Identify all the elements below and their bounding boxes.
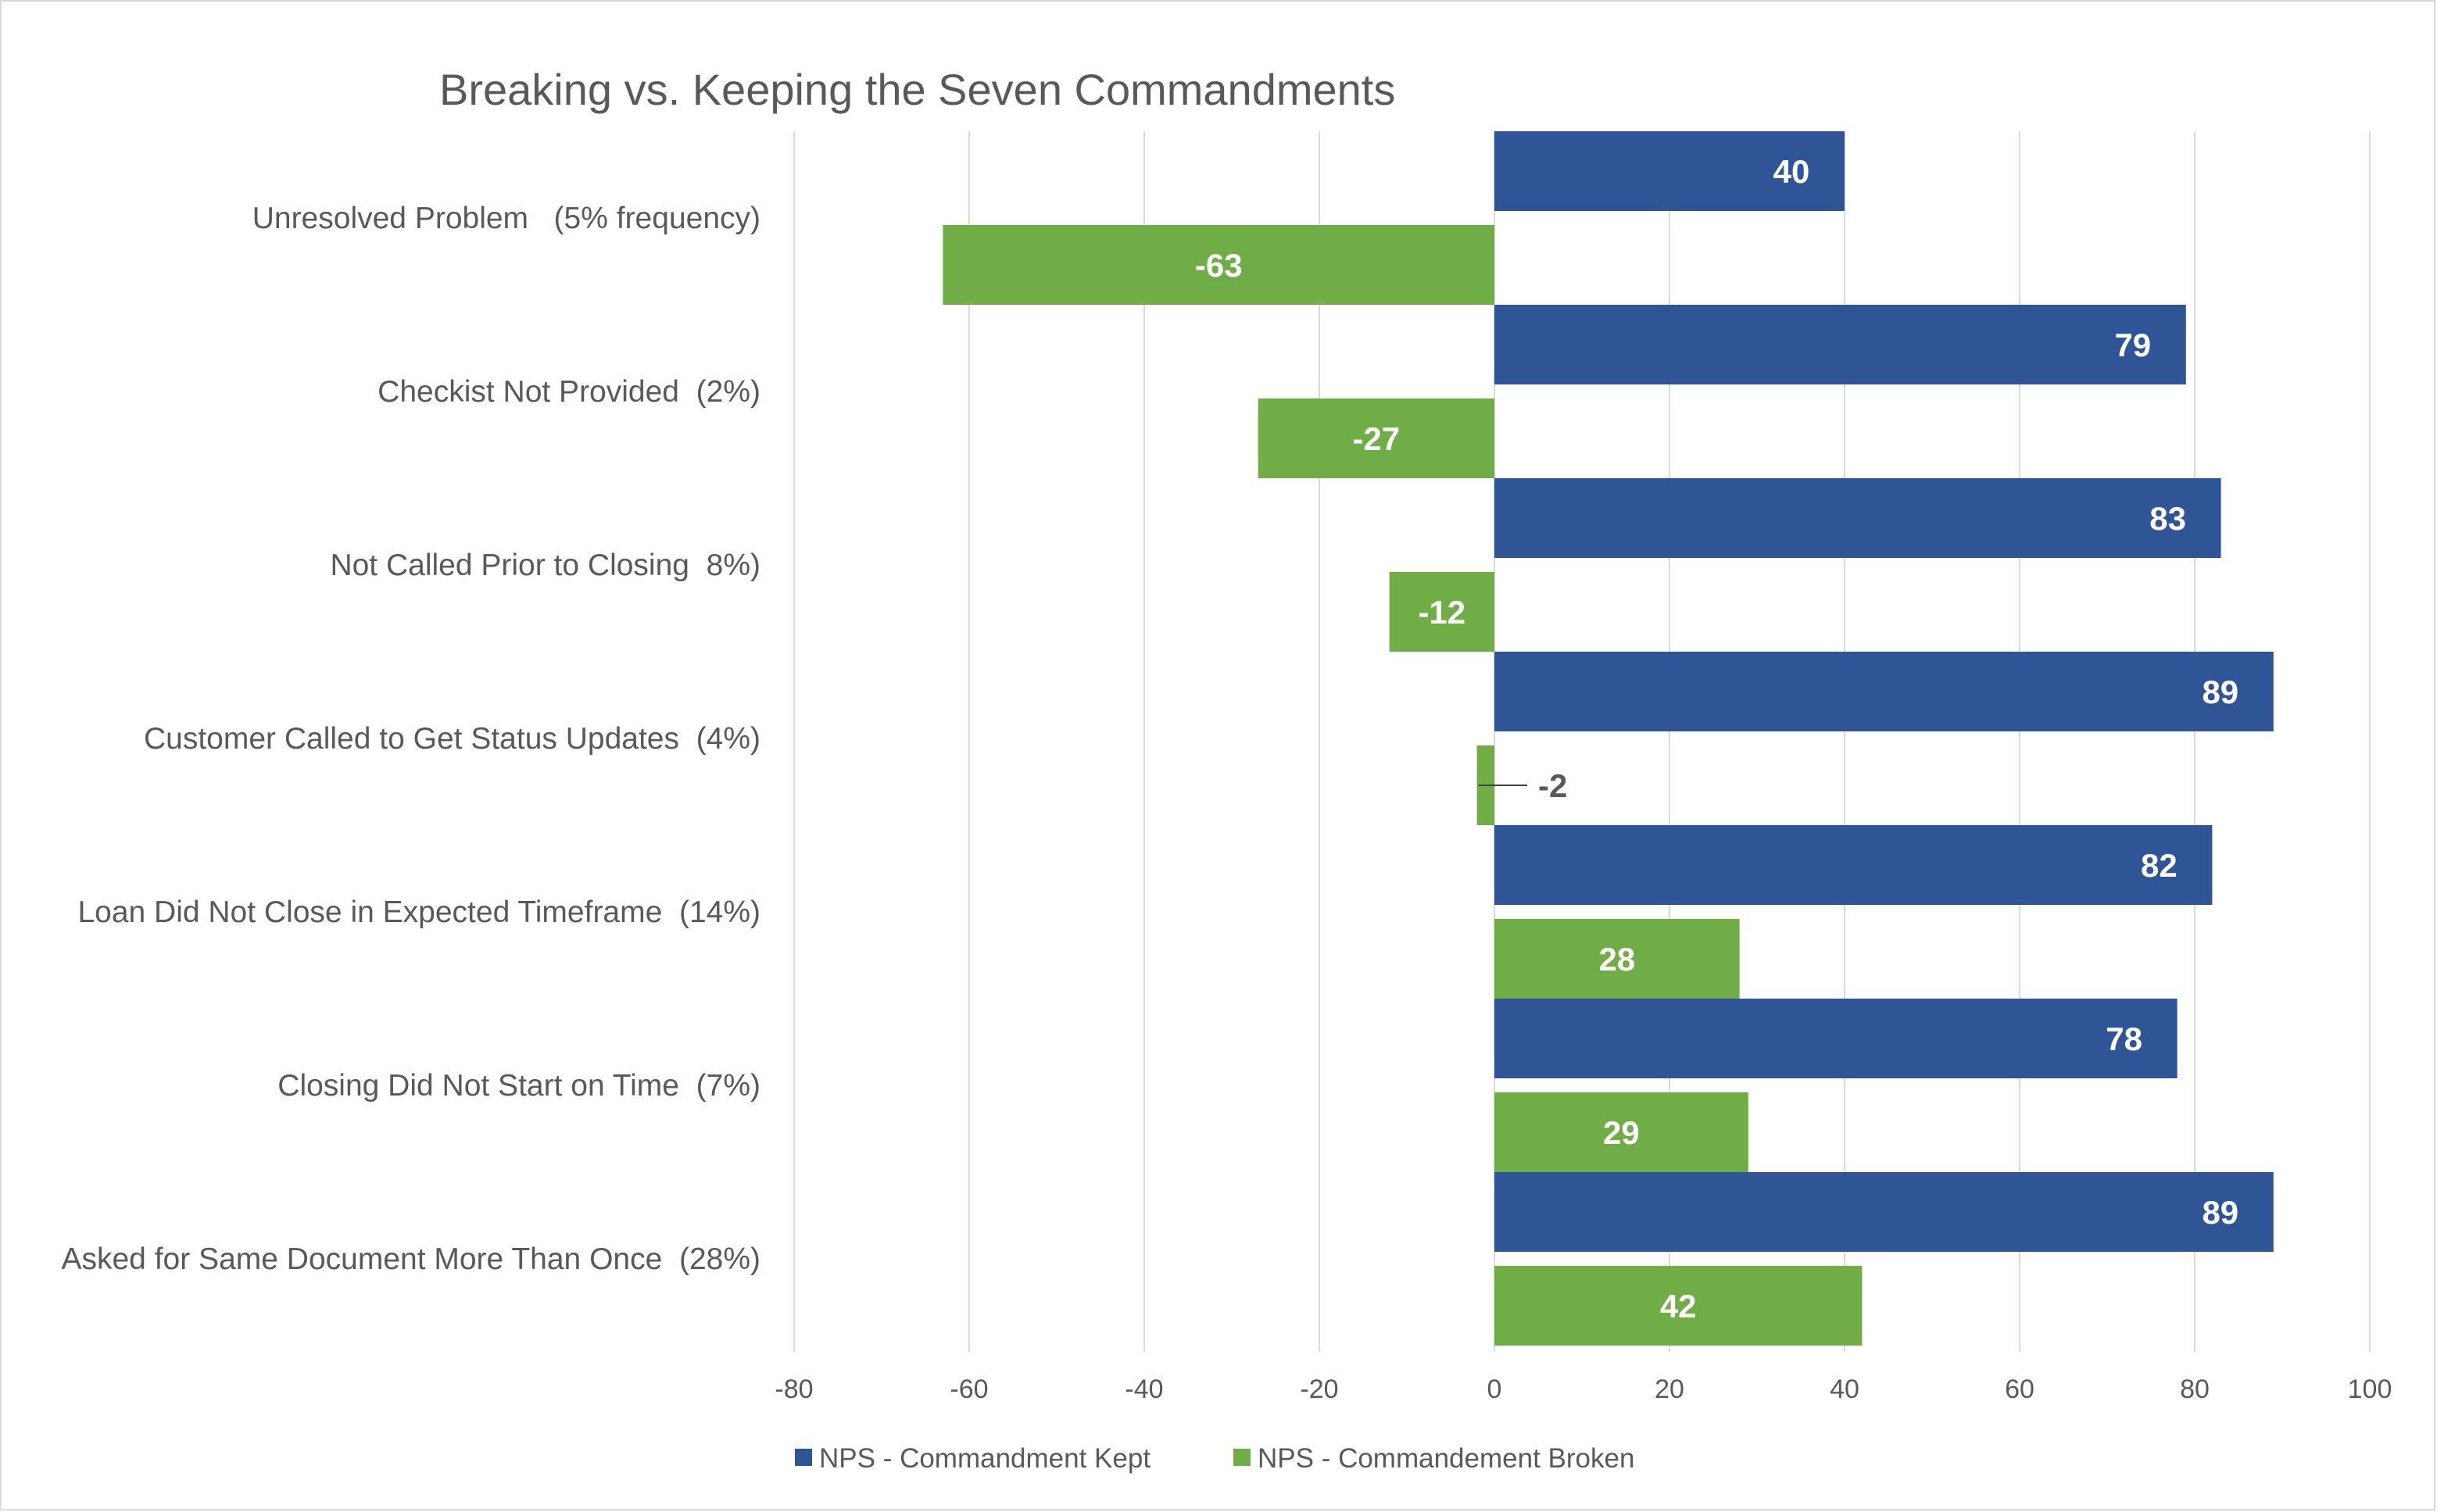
- category-label: Unresolved Problem (5% frequency): [252, 202, 760, 235]
- data-label: -12: [1418, 594, 1465, 631]
- legend-label: NPS - Commandement Broken: [1258, 1443, 1634, 1474]
- data-label: 79: [2114, 327, 2151, 363]
- category-label: Asked for Same Document More Than Once (…: [61, 1242, 760, 1276]
- legend: NPS - Commandment Kept NPS - Commandement…: [795, 1443, 1634, 1474]
- category-labels: Unresolved Problem (5% frequency) Checkis…: [61, 202, 760, 1276]
- x-tick-label: -20: [1300, 1374, 1338, 1404]
- x-tick-label: -80: [775, 1374, 813, 1404]
- data-label: 82: [2141, 847, 2178, 884]
- data-label: 83: [2149, 500, 2186, 537]
- bar-commandment-broken: [1494, 919, 1740, 999]
- data-label: 89: [2202, 1194, 2238, 1231]
- bar-commandment-broken: [1494, 1266, 1863, 1346]
- category-label: Not Called Prior to Closing 8%): [330, 549, 760, 582]
- data-label: 78: [2106, 1021, 2142, 1057]
- bar-commandment-broken: [943, 225, 1494, 305]
- data-label: 89: [2202, 674, 2238, 710]
- legend-label: NPS - Commandment Kept: [819, 1443, 1151, 1474]
- category-label: Loan Did Not Close in Expected Timeframe…: [77, 895, 760, 929]
- data-label: 42: [1660, 1288, 1697, 1324]
- x-tick-label: 0: [1487, 1374, 1502, 1404]
- chart-title: Breaking vs. Keeping the Seven Commandme…: [439, 65, 1395, 114]
- bar-commandment-kept: [1494, 1172, 2274, 1252]
- data-labels: 40 79 83 89 82 78 89 -63 -27 -12 -2 28 29 42: [1195, 153, 2238, 1324]
- data-label: -63: [1195, 247, 1243, 284]
- bar-commandment-kept: [1494, 825, 2213, 905]
- category-label: Checkist Not Provided (2%): [378, 375, 760, 409]
- x-tick-label: 40: [1830, 1374, 1859, 1404]
- legend-swatch: [1233, 1449, 1251, 1466]
- x-tick-label: -40: [1125, 1374, 1163, 1404]
- data-label: 40: [1773, 153, 1810, 190]
- bar-commandment-kept: [1494, 131, 1845, 211]
- bar-commandment-broken: [1389, 572, 1494, 652]
- bar-commandment-kept: [1494, 478, 2221, 558]
- bar-commandment-kept: [1494, 999, 2178, 1078]
- x-tick-label: -60: [950, 1374, 988, 1404]
- data-label: -2: [1538, 767, 1567, 804]
- bar-commandment-broken: [1494, 1092, 1748, 1172]
- data-label: 28: [1598, 941, 1635, 978]
- category-label: Customer Called to Get Status Updates (4…: [144, 722, 760, 756]
- x-tick-label: 80: [2180, 1374, 2210, 1404]
- bar-commandment-kept: [1494, 305, 2186, 384]
- category-label: Closing Did Not Start on Time (7%): [277, 1069, 760, 1103]
- x-tick-label: 100: [2348, 1374, 2392, 1404]
- x-axis-ticks: -80 -60 -40 -20 0 20 40 60 80 100: [775, 1374, 2392, 1404]
- bars: [943, 131, 2274, 1346]
- data-label: 29: [1603, 1114, 1640, 1151]
- x-tick-label: 20: [1655, 1374, 1684, 1404]
- x-tick-label: 60: [2005, 1374, 2034, 1404]
- bar-commandment-broken: [1258, 399, 1494, 478]
- bar-commandment-kept: [1494, 652, 2274, 731]
- legend-swatch: [795, 1449, 812, 1466]
- data-label: -27: [1352, 420, 1400, 457]
